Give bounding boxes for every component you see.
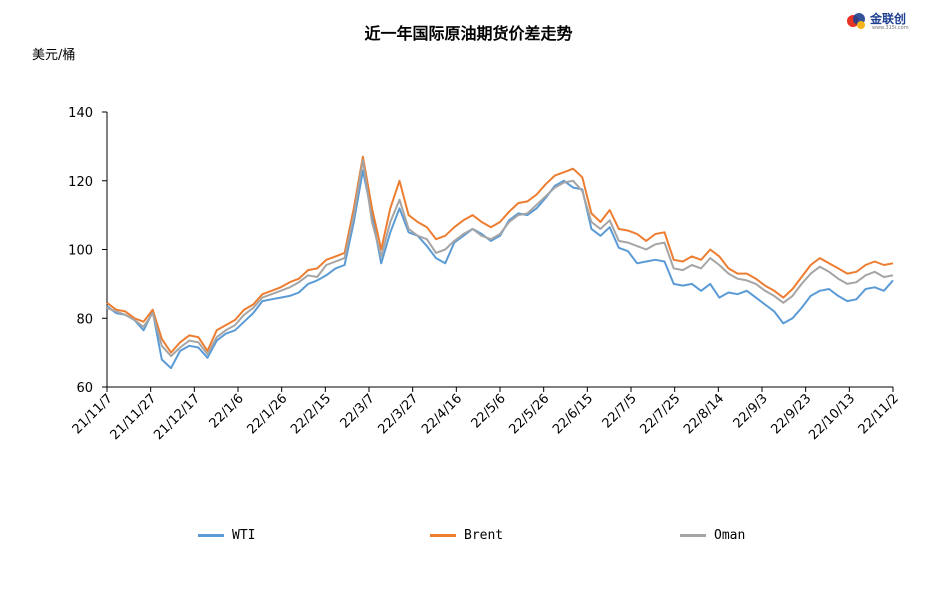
- chart-title: 近一年国际原油期货价差走势: [364, 24, 573, 43]
- x-tick-label: 22/5/6: [469, 391, 509, 431]
- x-tick-label: 22/3/7: [338, 391, 378, 431]
- legend-item-wti: WTI: [198, 528, 255, 543]
- x-tick-label: 22/9/3: [731, 391, 771, 431]
- series-line-brent: [106, 155, 894, 354]
- legend-label-oman: Oman: [714, 528, 746, 543]
- x-tick-label: 22/7/5: [600, 391, 640, 431]
- legend-swatch-brent: [430, 534, 456, 537]
- x-tick-label: 22/3/27: [375, 391, 421, 437]
- y-axis-ticks: 60 80 100 120 140: [68, 106, 107, 396]
- x-tick-label: 21/11/27: [108, 391, 160, 443]
- x-tick-label: 22/2/15: [288, 391, 334, 437]
- logo-mark-icon: [847, 13, 865, 29]
- y-tick-label: 140: [68, 106, 93, 121]
- chart-series-lines: [106, 155, 894, 370]
- legend-label-wti: WTI: [232, 528, 256, 543]
- y-tick-label: 100: [68, 244, 93, 259]
- legend-swatch-wti: [198, 534, 224, 537]
- x-tick-label: 21/12/17: [151, 391, 203, 443]
- chart-axes: [106, 112, 893, 388]
- x-tick-label: 22/5/26: [506, 391, 552, 437]
- legend-item-oman: Oman: [680, 528, 745, 543]
- y-axis-unit-label: 美元/桶: [32, 48, 76, 63]
- logo-subtext: www.315i.com: [872, 25, 909, 31]
- x-tick-label: 22/1/6: [207, 391, 247, 431]
- x-tick-label: 22/8/14: [681, 391, 727, 437]
- y-tick-label: 80: [76, 312, 93, 327]
- legend-item-brent: Brent: [430, 528, 503, 543]
- x-tick-label: 22/7/25: [637, 391, 683, 437]
- x-tick-label: 22/10/13: [806, 391, 858, 443]
- y-tick-label: 120: [68, 175, 93, 190]
- y-tick-label: 60: [76, 381, 93, 396]
- x-tick-label: 22/4/16: [419, 391, 465, 437]
- x-tick-label: 22/6/15: [550, 391, 596, 437]
- legend-swatch-oman: [680, 534, 706, 537]
- legend-label-brent: Brent: [464, 528, 504, 543]
- x-tick-label: 22/11/2: [856, 391, 902, 437]
- series-line-wti: [106, 169, 894, 370]
- brand-logo: 金联创 www.315i.com: [846, 8, 930, 34]
- logo-text: 金联创: [870, 12, 907, 26]
- x-tick-label: 22/1/26: [244, 391, 290, 437]
- series-line-oman: [106, 159, 894, 358]
